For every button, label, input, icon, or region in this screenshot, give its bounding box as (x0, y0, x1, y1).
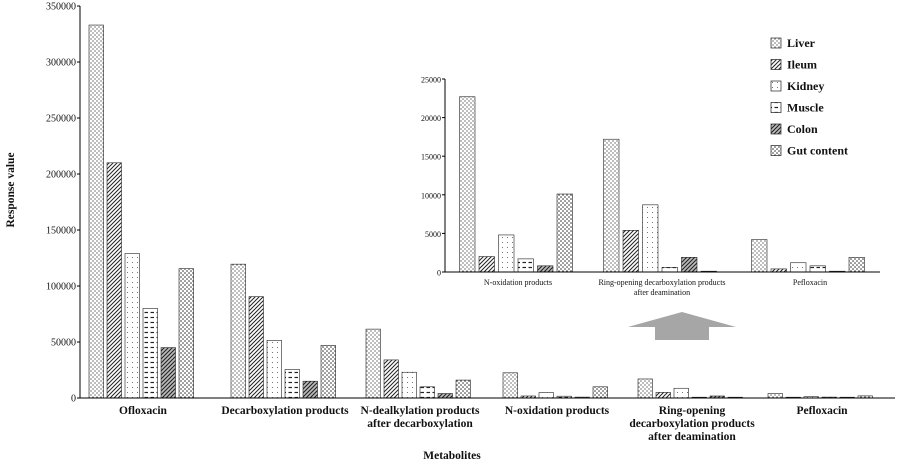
main-category-label: decarboxylation products (629, 418, 755, 430)
main-bar-muscle-n-dealkylation-products-after-decarboxylation (419, 386, 435, 399)
main-category-label: N-oxidation products (505, 405, 610, 417)
main-bar-muscle-ofloxacin (142, 308, 158, 399)
main-bar-liver-n-dealkylation-products-after-decarboxylation (365, 328, 381, 399)
main-category-label: N-dealkylation products (361, 405, 480, 417)
main-category-label: Ring-opening (659, 405, 726, 417)
main-y-tick-label: 50000 (51, 338, 76, 349)
main-y-tick-label: 150000 (46, 226, 76, 237)
main-category-label: Decarboxylation products (221, 405, 349, 417)
legend-label-gut-content: Gut content (787, 144, 848, 158)
x-axis-title: Metabolites (423, 450, 481, 462)
inset-bar-colon-ring-opening-decarboxylation-products-after-deamination (681, 257, 698, 273)
main-y-tick-label: 250000 (46, 114, 76, 125)
inset-y-tick-label: 5000 (425, 230, 441, 239)
main-plot: 0500001000001500002000002500003000003500… (5, 2, 895, 462)
inset-bar-muscle-ring-opening-decarboxylation-products-after-deamination (661, 267, 678, 273)
main-category-label: Pefloxacin (796, 405, 848, 417)
legend-swatch-liver (770, 37, 782, 49)
inset-bar-liver-ring-opening-decarboxylation-products-after-deamination (603, 138, 620, 273)
zoom-arrow-icon (628, 312, 736, 340)
inset-bar-muscle-n-oxidation-products (517, 258, 534, 273)
legend: Liver Ileum Kidney Muscle Colon Gut content (770, 36, 848, 158)
main-bar-gut-content-ofloxacin (178, 268, 194, 399)
inset-bar-gut-content-n-oxidation-products (556, 193, 573, 273)
legend-label-ileum: Ileum (787, 58, 817, 72)
legend-label-kidney: Kidney (787, 79, 824, 93)
legend-swatch-kidney (770, 80, 782, 92)
inset-y-tick-label: 25000 (421, 76, 441, 85)
inset-category-label: Pefloxacin (793, 278, 827, 287)
main-y-tick-label: 200000 (46, 170, 76, 181)
legend-swatch-ileum (770, 59, 782, 70)
main-bar-kidney-n-oxidation-products (538, 392, 554, 399)
main-category-label: after deamination (648, 431, 736, 443)
main-bar-liver-decarboxylation-products (230, 263, 246, 399)
inset-category-label: Ring-opening decarboxylation products (598, 278, 725, 287)
inset-bar-liver-n-oxidation-products (459, 96, 476, 273)
main-category-label: after decarboxylation (367, 418, 473, 430)
main-y-tick-label: 350000 (46, 2, 76, 13)
main-bar-liver-ring-opening-decarboxylation-products-after-deamination (637, 378, 653, 399)
main-bar-colon-ofloxacin (160, 347, 176, 399)
main-y-tick-label: 0 (71, 394, 76, 405)
main-category-label: Ofloxacin (119, 405, 168, 417)
inset-y-tick-label: 0 (437, 269, 441, 278)
inset-bar-kidney-pefloxacin (790, 262, 807, 273)
inset-bar-kidney-n-oxidation-products (498, 234, 515, 273)
main-bar-colon-n-dealkylation-products-after-decarboxylation (437, 393, 453, 399)
main-bars (88, 24, 873, 399)
inset-bar-gut-content-pefloxacin (848, 257, 865, 273)
inset-bar-ileum-n-oxidation-products (478, 256, 495, 273)
main-bar-kidney-ring-opening-decarboxylation-products-after-deamination (673, 387, 689, 399)
main-bar-kidney-n-dealkylation-products-after-decarboxylation (401, 371, 417, 399)
main-bar-ileum-n-dealkylation-products-after-decarboxylation (383, 359, 399, 399)
main-bar-colon-decarboxylation-products (302, 380, 318, 399)
legend-label-muscle: Muscle (787, 101, 824, 115)
inset-category-label: after deamination (634, 288, 690, 297)
inset-plot: 0 5000 10000 15000 20000 25000 N-oxidation pr… (421, 76, 880, 297)
main-bar-kidney-ofloxacin (124, 253, 140, 399)
inset-bar-muscle-pefloxacin (809, 265, 826, 273)
main-bar-liver-ofloxacin (88, 24, 104, 399)
inset-y-tick-labels: 0 5000 10000 15000 20000 25000 (421, 76, 445, 278)
inset-category-label: N-oxidation products (484, 278, 552, 287)
main-bar-gut-content-decarboxylation-products (320, 345, 336, 399)
inset-y-tick-label: 10000 (421, 191, 441, 200)
legend-swatch-muscle (770, 102, 782, 113)
y-axis-title: Response value (5, 152, 17, 227)
legend-swatch-colon (770, 123, 782, 135)
main-bar-liver-n-oxidation-products (502, 372, 518, 399)
inset-bar-colon-n-oxidation-products (537, 265, 554, 273)
legend-label-liver: Liver (787, 36, 816, 50)
main-y-tick-label: 300000 (46, 58, 76, 69)
main-y-tick-labels: 0 50000 100000 150000 200000 250000 300000 3500… (46, 2, 80, 405)
inset-bar-ileum-ring-opening-decarboxylation-products-after-deamination (622, 230, 639, 273)
legend-label-colon: Colon (787, 122, 818, 136)
inset-y-tick-label: 15000 (421, 153, 441, 162)
inset-bar-liver-pefloxacin (751, 239, 768, 273)
inset-y-tick-label: 20000 (421, 114, 441, 123)
inset-category-labels: N-oxidation products Ring-opening decarbo… (484, 278, 827, 297)
main-bar-ileum-ofloxacin (106, 162, 122, 399)
main-bar-kidney-decarboxylation-products (266, 340, 282, 399)
main-bar-muscle-decarboxylation-products (284, 369, 300, 399)
main-category-labels: Ofloxacin Decarboxylation products N-dealk… (119, 405, 848, 443)
main-bar-gut-content-n-oxidation-products (592, 386, 608, 399)
main-bar-ileum-decarboxylation-products (248, 296, 264, 399)
main-bar-liver-pefloxacin (767, 393, 783, 399)
legend-swatch-gut-content (770, 145, 782, 156)
inset-bar-kidney-ring-opening-decarboxylation-products-after-deamination (642, 204, 659, 273)
main-bar-gut-content-n-dealkylation-products-after-decarboxylation (455, 379, 471, 399)
main-y-tick-label: 100000 (46, 282, 76, 293)
main-bar-ileum-ring-opening-decarboxylation-products-after-deamination (655, 392, 671, 399)
inset-bars (459, 96, 865, 273)
